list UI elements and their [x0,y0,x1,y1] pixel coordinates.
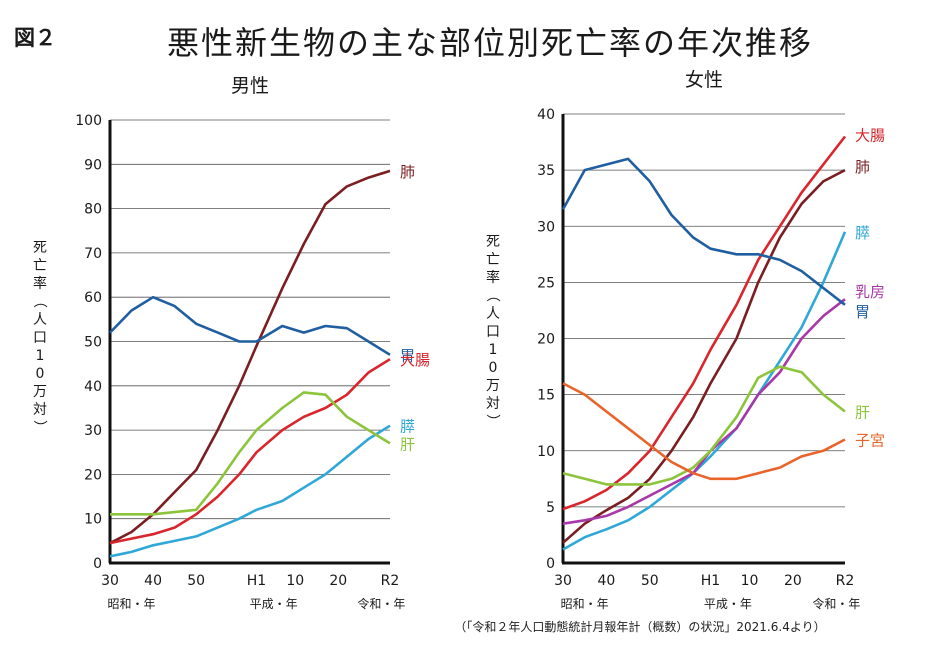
x-tick-label: 30 [554,573,572,589]
series-label-stomach: 胃 [855,303,870,321]
y-tick-label: 40 [84,379,102,395]
y-tick-label: 20 [84,467,102,483]
y-axis-label-char: 1 [36,348,45,364]
series-line-stomach [561,157,846,306]
y-tick-label: 50 [84,335,102,351]
y-tick-label: 20 [537,332,555,348]
series-line-pancreas [109,424,391,558]
series-label-uterus: 子宮 [855,432,885,450]
x-tick-label: 40 [144,573,162,589]
x-tick-label: 10 [741,573,759,589]
y-axis-label-char: 万 [486,378,500,394]
series-line-liver [110,391,391,516]
y-tick-label: 80 [84,202,102,218]
x-tick-label: 20 [329,573,347,589]
y-axis-label-char: （ [31,294,47,308]
panel-title: 男性 [231,75,269,97]
y-axis-label-char: 口 [486,324,500,340]
x-era-label: 昭和・年 [561,597,609,611]
y-tick-label: 30 [84,423,102,439]
x-tick-label: R2 [381,573,400,589]
series-line-lung [562,168,846,544]
x-tick-label: 40 [597,573,615,589]
y-tick-label: 10 [537,444,555,460]
series-label-pancreas: 膵 [855,224,870,242]
y-axis-label-char: 対 [33,402,47,418]
x-era-label: 令和・年 [357,596,405,611]
y-axis-label-char: （ [484,288,500,302]
series-line-colorectal [109,358,391,545]
y-axis-label-char: 口 [33,330,47,346]
y-axis-label-char: ） [484,414,500,428]
y-axis-label-char: 対 [486,396,500,412]
x-tick-label: 20 [784,573,802,589]
y-axis-label-char: 死 [33,240,47,256]
x-tick-label: H1 [701,573,720,589]
series-label-colorectal: 大腸 [400,351,430,369]
y-axis-label-char: 死 [486,234,500,250]
x-tick-label: 50 [187,573,205,589]
series-label-lung: 肺 [400,163,415,181]
figure-label: 図２ [14,26,56,50]
y-axis-label-char: 率 [33,275,47,292]
y-axis-label-char: 率 [486,269,500,286]
y-axis-label-char: 人 [486,306,500,322]
x-tick-label: H1 [247,573,266,589]
x-tick-label: R2 [836,573,855,589]
y-axis-label-char: 0 [36,366,45,382]
x-era-label: 令和・年 [812,596,860,611]
y-tick-label: 40 [537,107,555,123]
series-label-stomach: 胃 [400,347,415,365]
y-tick-label: 25 [537,275,555,291]
x-tick-label: 30 [101,573,119,589]
series-line-breast [562,298,846,525]
y-tick-label: 90 [84,157,102,173]
y-tick-label: 10 [84,512,102,528]
y-axis-label-char: 人 [33,312,47,328]
y-axis-label-char: 亡 [486,252,500,268]
y-tick-label: 35 [537,163,555,179]
x-era-label: 平成・年 [704,597,752,611]
series-label-lung: 肺 [855,158,870,176]
x-era-label: 昭和・年 [108,597,156,611]
y-tick-label: 0 [93,556,102,572]
series-label-pancreas: 膵 [400,418,415,436]
series-label-liver: 肝 [400,435,415,453]
panel-title: 女性 [685,69,723,91]
series-line-uterus [562,382,846,481]
series-label-colorectal: 大腸 [855,126,885,144]
x-tick-label: 10 [286,573,304,589]
series-line-colorectal [562,135,847,511]
series-label-liver: 肝 [855,403,870,421]
series-line-pancreas [562,231,847,551]
x-era-label: 平成・年 [250,597,298,611]
y-tick-label: 5 [546,500,555,516]
main-title: 悪性新生物の主な部位別死亡率の年次推移 [166,24,813,62]
y-axis-label-char: ） [31,420,47,434]
y-tick-label: 30 [537,219,555,235]
series-line-lung [109,169,391,545]
y-axis-label-char: 亡 [33,258,47,274]
x-tick-label: 50 [641,573,659,589]
y-tick-label: 100 [75,113,102,129]
y-tick-label: 15 [537,388,555,404]
source-note: （「令和２年人口動態統計月報年計（概数）の状況」2021.6.4より） [454,620,826,634]
y-axis-label-char: 1 [489,342,498,358]
y-tick-label: 60 [84,290,102,306]
series-label-breast: 乳房 [855,283,885,301]
y-axis-label-char: 0 [489,360,498,376]
series-line-liver [562,365,846,486]
y-axis-label-char: 万 [33,384,47,400]
series-line-stomach [109,295,391,356]
y-tick-label: 0 [546,556,555,572]
y-tick-label: 70 [84,246,102,262]
